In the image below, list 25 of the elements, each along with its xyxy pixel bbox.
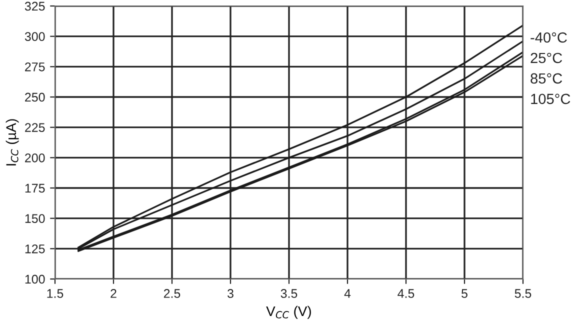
x-tick-label: 2 [110,289,116,298]
x-tick-label: 2.5 [164,289,180,298]
x-tick-label: 3.5 [280,289,298,298]
series-label: 85°C [530,73,562,84]
x-tick-label: 1.5 [47,289,64,298]
x-tick-label: 3 [228,289,234,298]
y-tick-label: 250 [25,92,45,102]
x-tick-label: 4.5 [398,289,414,298]
y-tick-label: 225 [25,123,45,132]
y-axis-title: I$_{CC}$ (µA) [6,119,19,166]
x-tick-label: 5 [462,289,468,298]
y-tick-label: 300 [24,32,45,41]
x-tick-label: 4 [344,289,351,298]
x-tick-label: 5.5 [514,289,532,298]
y-tick-label: 325 [24,2,45,11]
y-tick-label: 200 [25,153,45,162]
series-label: 25°C [530,52,562,64]
y-tick-label: 150 [25,214,45,223]
y-tick-label: 275 [25,62,45,72]
y-tick-label: 125 [25,244,45,254]
y-tick-label: 175 [25,184,45,193]
text: 105°C [531,94,570,104]
x-axis-title: V$_{CC}$ (V) [266,306,311,319]
y-tick-label: 100 [25,274,45,284]
series-label: -40°C [530,32,567,43]
